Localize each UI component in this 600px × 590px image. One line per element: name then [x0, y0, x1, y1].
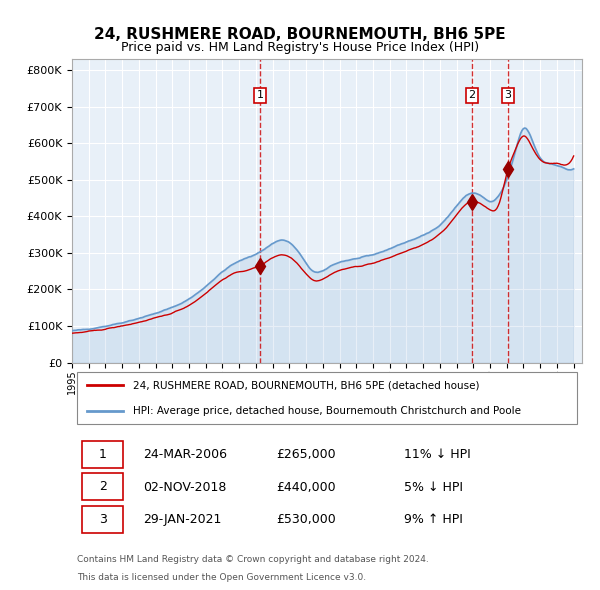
Text: 2: 2 — [469, 90, 475, 100]
Text: 29-JAN-2021: 29-JAN-2021 — [143, 513, 222, 526]
Text: 3: 3 — [505, 90, 512, 100]
FancyBboxPatch shape — [82, 473, 123, 500]
Text: 5% ↓ HPI: 5% ↓ HPI — [404, 481, 463, 494]
Text: £530,000: £530,000 — [276, 513, 336, 526]
Text: 02-NOV-2018: 02-NOV-2018 — [143, 481, 227, 494]
Text: 9% ↑ HPI: 9% ↑ HPI — [404, 513, 463, 526]
Text: 24-MAR-2006: 24-MAR-2006 — [143, 448, 227, 461]
FancyBboxPatch shape — [82, 441, 123, 468]
Text: 2: 2 — [98, 480, 107, 493]
FancyBboxPatch shape — [77, 372, 577, 424]
Text: 1: 1 — [98, 448, 107, 461]
Text: 3: 3 — [98, 513, 107, 526]
Text: Contains HM Land Registry data © Crown copyright and database right 2024.: Contains HM Land Registry data © Crown c… — [77, 555, 429, 564]
Text: 11% ↓ HPI: 11% ↓ HPI — [404, 448, 470, 461]
Text: 24, RUSHMERE ROAD, BOURNEMOUTH, BH6 5PE (detached house): 24, RUSHMERE ROAD, BOURNEMOUTH, BH6 5PE … — [133, 380, 480, 390]
Text: 1: 1 — [257, 90, 263, 100]
Text: This data is licensed under the Open Government Licence v3.0.: This data is licensed under the Open Gov… — [77, 573, 366, 582]
Text: £265,000: £265,000 — [276, 448, 335, 461]
Text: Price paid vs. HM Land Registry's House Price Index (HPI): Price paid vs. HM Land Registry's House … — [121, 41, 479, 54]
FancyBboxPatch shape — [82, 506, 123, 533]
Text: £440,000: £440,000 — [276, 481, 335, 494]
Text: HPI: Average price, detached house, Bournemouth Christchurch and Poole: HPI: Average price, detached house, Bour… — [133, 406, 521, 415]
Text: 24, RUSHMERE ROAD, BOURNEMOUTH, BH6 5PE: 24, RUSHMERE ROAD, BOURNEMOUTH, BH6 5PE — [94, 27, 506, 41]
